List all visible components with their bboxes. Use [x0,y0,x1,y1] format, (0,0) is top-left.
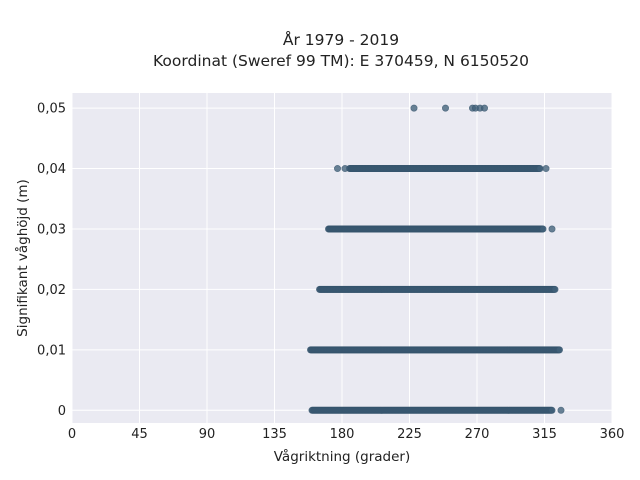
y-tick-label: 0,04 [37,162,66,177]
x-tick-label: 45 [131,427,148,442]
x-axis-label: Vågriktning (grader) [274,448,411,465]
y-tick-label: 0,01 [37,343,66,358]
data-point [557,406,565,414]
chart-title-line-1: År 1979 - 2019 [283,30,399,49]
data-point [441,104,449,112]
x-tick-label: 135 [262,427,287,442]
data-point [341,165,349,173]
data-point [548,406,556,414]
x-tick-label: 315 [532,427,557,442]
data-point [539,225,547,233]
x-tick-label: 0 [68,427,76,442]
y-tick-label: 0 [58,404,66,419]
data-point [551,285,559,293]
data-point [410,104,418,112]
y-tick-label: 0,03 [37,222,66,237]
y-axis-label: Signifikant våghöjd (m) [14,179,31,337]
x-tick-labels: 0 45 90 135 180 225 270 315 360 [68,427,625,442]
y-tick-label: 0,05 [37,102,66,117]
x-tick-label: 225 [397,427,422,442]
x-tick-label: 90 [199,427,216,442]
x-tick-label: 180 [330,427,355,442]
x-tick-label: 360 [600,427,625,442]
y-tick-labels: 0 0,01 0,02 0,03 0,04 0,05 [37,102,66,419]
data-point [333,165,341,173]
data-point [555,346,563,354]
data-point [536,165,544,173]
data-point [480,104,488,112]
data-point [548,225,556,233]
y-tick-label: 0,02 [37,283,66,298]
data-point [542,165,550,173]
data-points [306,104,565,414]
x-tick-label: 270 [465,427,490,442]
chart-title-line-2: Koordinat (Sweref 99 TM): E 370459, N 61… [153,52,529,70]
